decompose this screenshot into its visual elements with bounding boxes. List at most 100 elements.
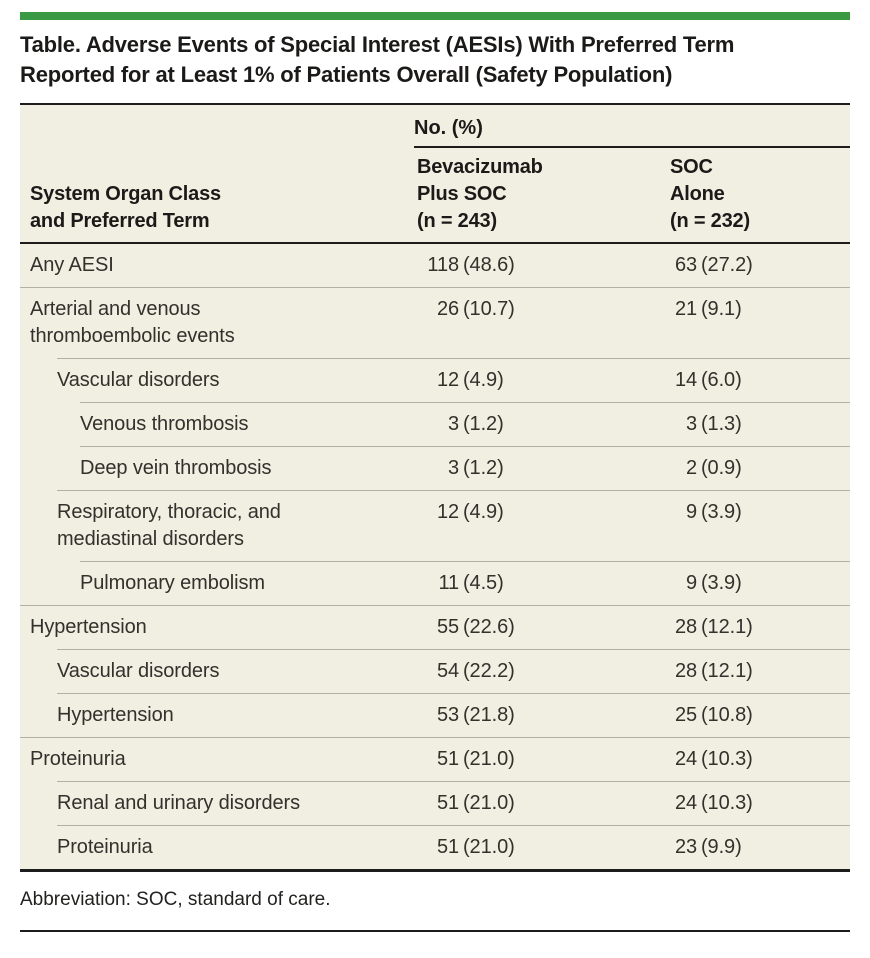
- spanner-header-row: No. (%): [414, 105, 850, 148]
- soc-percent: (12.1): [701, 616, 753, 638]
- bevacizumab-count: 51: [436, 836, 459, 858]
- bevacizumab-value: 51 (21.0): [417, 746, 670, 773]
- table-title: Table. Adverse Events of Special Interes…: [20, 20, 850, 105]
- soc-count: 14: [674, 369, 697, 391]
- bevacizumab-percent: (21.0): [463, 836, 515, 858]
- row-separator: [20, 605, 850, 606]
- soc-percent: (1.3): [701, 413, 742, 435]
- soc-count: 9: [685, 572, 697, 594]
- row-separator: [57, 693, 850, 694]
- soc-value: 9 (3.9): [670, 499, 850, 553]
- soc-percent: (10.8): [701, 704, 753, 726]
- bevacizumab-percent: (22.6): [463, 616, 515, 638]
- row-separator: [20, 287, 850, 288]
- bevacizumab-value: 51 (21.0): [417, 790, 670, 817]
- soc-percent: (27.2): [701, 254, 753, 276]
- bevacizumab-percent: (21.0): [463, 792, 515, 814]
- row-separator: [57, 358, 850, 359]
- soc-percent: (6.0): [701, 369, 742, 391]
- table-row: Proteinuria 51 (21.0) 24 (10.3): [20, 738, 850, 781]
- table-row: Vascular disorders 12 (4.9) 14 (6.0): [20, 359, 850, 402]
- table-row: Any AESI 118 (48.6) 63 (27.2): [20, 244, 850, 287]
- bevacizumab-percent: (4.9): [463, 369, 504, 391]
- row-separator: [57, 490, 850, 491]
- soc-percent: (9.9): [701, 836, 742, 858]
- soc-percent: (3.9): [701, 501, 742, 523]
- bevacizumab-percent: (4.5): [463, 572, 504, 594]
- row-label: Proteinuria: [57, 836, 153, 858]
- table-panel: No. (%) System Organ Class and Preferred…: [20, 105, 850, 872]
- soc-count: 24: [674, 792, 697, 814]
- bevacizumab-percent: (10.7): [463, 298, 515, 320]
- accent-bar: [20, 12, 850, 20]
- row-separator: [57, 781, 850, 782]
- soc-value: 3 (1.3): [670, 411, 850, 438]
- row-label: Deep vein thrombosis: [80, 457, 272, 479]
- row-label: Pulmonary embolism: [80, 572, 265, 594]
- soc-percent: (10.3): [701, 748, 753, 770]
- soc-value: 21 (9.1): [670, 296, 850, 350]
- soc-percent: (9.1): [701, 298, 742, 320]
- soc-value: 28 (12.1): [670, 658, 850, 685]
- table-row: Pulmonary embolism 11 (4.5) 9 (3.9): [20, 562, 850, 605]
- bevacizumab-percent: (48.6): [463, 254, 515, 276]
- column-header-bevacizumab: Bevacizumab Plus SOC (n = 243): [417, 156, 543, 232]
- row-label: Vascular disorders: [57, 660, 220, 682]
- soc-percent: (12.1): [701, 660, 753, 682]
- soc-count: 3: [685, 413, 697, 435]
- bevacizumab-count: 12: [436, 369, 459, 391]
- bevacizumab-count: 26: [436, 298, 459, 320]
- bevacizumab-count: 55: [436, 616, 459, 638]
- table-row: Hypertension 53 (21.8) 25 (10.8): [20, 694, 850, 737]
- table-body: Any AESI 118 (48.6) 63 (27.2) Arterial and…: [20, 244, 850, 869]
- table-row: Hypertension 55 (22.6) 28 (12.1): [20, 606, 850, 649]
- soc-value: 2 (0.9): [670, 455, 850, 482]
- row-label: Proteinuria: [30, 748, 126, 770]
- row-label: Arterial and venous thromboembolic event…: [30, 298, 235, 347]
- column-header-soc-alone: SOC Alone (n = 232): [670, 156, 750, 232]
- soc-count: 9: [685, 501, 697, 523]
- spanner-header-label: No. (%): [414, 117, 483, 139]
- row-label: Respiratory, thoracic, and mediastinal d…: [57, 501, 281, 550]
- row-separator: [80, 402, 850, 403]
- soc-value: 14 (6.0): [670, 367, 850, 394]
- bevacizumab-percent: (1.2): [463, 413, 504, 435]
- column-header-stub: System Organ Class and Preferred Term: [30, 183, 221, 232]
- bevacizumab-count: 53: [436, 704, 459, 726]
- soc-count: 23: [674, 836, 697, 858]
- bevacizumab-count: 3: [447, 413, 459, 435]
- bevacizumab-count: 12: [436, 501, 459, 523]
- row-label: Any AESI: [30, 254, 114, 276]
- table-row: Respiratory, thoracic, and mediastinal d…: [20, 491, 850, 561]
- figure-content: Table. Adverse Events of Special Interes…: [20, 12, 850, 932]
- bevacizumab-count: 51: [436, 748, 459, 770]
- soc-count: 63: [674, 254, 697, 276]
- row-label: Vascular disorders: [57, 369, 220, 391]
- soc-value: 24 (10.3): [670, 790, 850, 817]
- row-separator: [80, 446, 850, 447]
- row-label: Venous thrombosis: [80, 413, 249, 435]
- bevacizumab-count: 118: [427, 254, 459, 276]
- row-label: Renal and urinary disorders: [57, 792, 300, 814]
- bevacizumab-percent: (4.9): [463, 501, 504, 523]
- soc-count: 24: [674, 748, 697, 770]
- bevacizumab-value: 11 (4.5): [417, 570, 670, 597]
- row-separator: [57, 649, 850, 650]
- table-row: Vascular disorders 54 (22.2) 28 (12.1): [20, 650, 850, 693]
- bevacizumab-count: 54: [436, 660, 459, 682]
- soc-value: 24 (10.3): [670, 746, 850, 773]
- soc-count: 25: [674, 704, 697, 726]
- bevacizumab-percent: (21.0): [463, 748, 515, 770]
- row-separator: [57, 825, 850, 826]
- soc-value: 23 (9.9): [670, 834, 850, 861]
- row-label: Hypertension: [30, 616, 147, 638]
- table-row: Renal and urinary disorders 51 (21.0) 24(…: [20, 782, 850, 825]
- bevacizumab-value: 54 (22.2): [417, 658, 670, 685]
- bevacizumab-count: 11: [438, 572, 459, 594]
- row-separator: [80, 561, 850, 562]
- bevacizumab-value: 12 (4.9): [417, 499, 670, 553]
- soc-count: 28: [674, 660, 697, 682]
- bevacizumab-value: 53 (21.8): [417, 702, 670, 729]
- row-separator: [20, 737, 850, 738]
